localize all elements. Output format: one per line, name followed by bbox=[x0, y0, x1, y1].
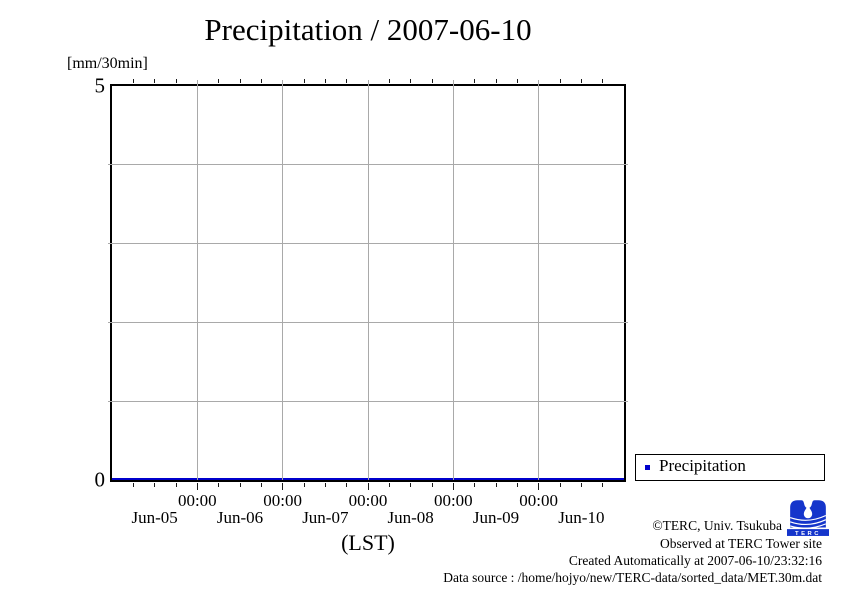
x-tick-label-day: Jun-10 bbox=[558, 508, 605, 527]
x-minor-tick-top bbox=[260, 79, 262, 83]
x-tick-label-midnight: 00:00 bbox=[263, 491, 303, 510]
x-tick-label-midnight: 00:00 bbox=[519, 491, 559, 510]
chart-title: Precipitation / 2007-06-10 bbox=[204, 12, 532, 47]
x-minor-tick-top bbox=[495, 79, 497, 83]
y-tick-label-max: 5 bbox=[94, 73, 106, 98]
horizontal-gridline bbox=[108, 321, 628, 323]
x-minor-tick bbox=[324, 483, 326, 487]
x-minor-tick-top bbox=[559, 79, 561, 83]
x-major-tick bbox=[367, 483, 369, 490]
x-minor-tick bbox=[388, 483, 390, 487]
x-tick-label-day: Jun-09 bbox=[472, 508, 520, 527]
logo-name-bar bbox=[787, 529, 829, 536]
x-minor-tick bbox=[132, 483, 134, 487]
x-minor-tick-top bbox=[175, 79, 177, 83]
vertical-gridline bbox=[196, 80, 198, 480]
x-tick-label-day: Jun-06 bbox=[216, 508, 264, 527]
x-minor-tick bbox=[303, 483, 305, 487]
x-minor-tick bbox=[218, 483, 220, 487]
legend-box: Precipitation bbox=[635, 454, 825, 481]
vertical-gridline bbox=[538, 80, 540, 480]
x-tick-label-day: Jun-08 bbox=[387, 508, 434, 527]
x-minor-tick bbox=[346, 483, 348, 487]
x-minor-tick-top bbox=[154, 79, 156, 83]
logo-wave-3 bbox=[789, 523, 827, 529]
logo-text: TERC bbox=[795, 531, 821, 536]
x-minor-tick bbox=[602, 483, 604, 487]
observed-site-text: Observed at TERC Tower site bbox=[659, 536, 822, 551]
horizontal-gridline bbox=[108, 243, 628, 245]
x-minor-tick bbox=[580, 483, 582, 487]
x-minor-tick bbox=[410, 483, 412, 487]
x-minor-tick-top bbox=[474, 79, 476, 83]
legend-label: Precipitation bbox=[659, 456, 746, 475]
logo-water-drop bbox=[803, 504, 813, 519]
x-minor-tick-top bbox=[303, 79, 305, 83]
x-minor-tick-top bbox=[239, 79, 241, 83]
x-minor-tick bbox=[431, 483, 433, 487]
x-minor-tick-top bbox=[580, 79, 582, 83]
x-minor-tick-top bbox=[410, 79, 412, 83]
x-tick-label-day: Jun-07 bbox=[302, 508, 349, 527]
x-minor-tick bbox=[495, 483, 497, 487]
vertical-gridline bbox=[367, 80, 369, 480]
legend-marker-square-icon bbox=[645, 465, 650, 470]
x-minor-tick-top bbox=[132, 79, 134, 83]
x-axis-label: (LST) bbox=[341, 530, 395, 555]
x-major-tick bbox=[452, 483, 454, 490]
y-tick-label-min: 0 bbox=[94, 467, 106, 492]
logo-wave-2 bbox=[789, 519, 827, 526]
created-timestamp-text: Created Automatically at 2007-06-10/23:3… bbox=[568, 553, 822, 568]
x-minor-tick bbox=[516, 483, 518, 487]
x-major-tick bbox=[282, 483, 284, 490]
x-minor-tick bbox=[175, 483, 177, 487]
horizontal-gridline bbox=[108, 164, 628, 166]
copyright-text: ©TERC, Univ. Tsukuba bbox=[652, 518, 782, 533]
x-minor-tick-top bbox=[346, 79, 348, 83]
terc-logo-icon: TERC bbox=[787, 500, 829, 536]
x-tick-label-day: Jun-05 bbox=[131, 508, 178, 527]
vertical-gridline bbox=[452, 80, 454, 480]
x-minor-tick-top bbox=[602, 79, 604, 83]
x-minor-tick-top bbox=[218, 79, 220, 83]
x-minor-tick-top bbox=[431, 79, 433, 83]
logo-wave-1 bbox=[789, 514, 827, 521]
vertical-gridline bbox=[282, 80, 284, 480]
x-minor-tick bbox=[474, 483, 476, 487]
x-minor-tick bbox=[239, 483, 241, 487]
plot-area bbox=[108, 79, 628, 490]
x-minor-tick bbox=[559, 483, 561, 487]
x-tick-label-midnight: 00:00 bbox=[177, 491, 217, 510]
x-minor-tick bbox=[154, 483, 156, 487]
x-minor-tick-top bbox=[388, 79, 390, 83]
x-major-tick bbox=[538, 483, 540, 490]
y-axis-unit-label: [mm/30min] bbox=[67, 55, 148, 72]
x-minor-tick-top bbox=[516, 79, 518, 83]
x-minor-tick bbox=[260, 483, 262, 487]
x-tick-label-midnight: 00:00 bbox=[348, 491, 388, 510]
x-tick-label-midnight: 00:00 bbox=[433, 491, 473, 510]
x-minor-tick-top bbox=[324, 79, 326, 83]
x-major-tick bbox=[196, 483, 198, 490]
data-source-text: Data source : /home/hojyo/new/TERC-data/… bbox=[443, 570, 822, 585]
horizontal-gridline bbox=[108, 400, 628, 402]
